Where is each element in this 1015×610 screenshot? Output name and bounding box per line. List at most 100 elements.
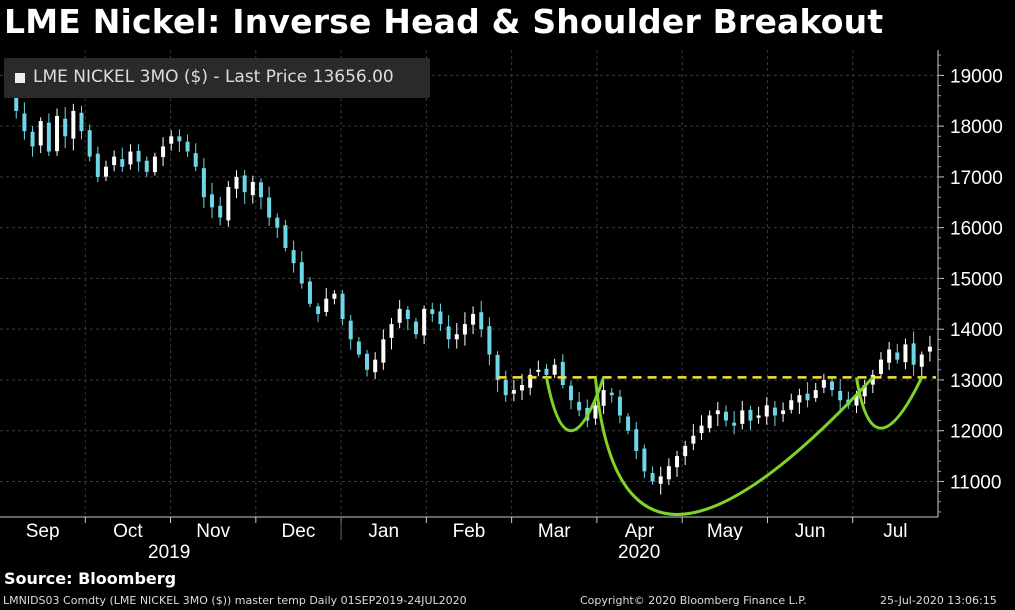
candle-body (324, 298, 329, 312)
candle-body (430, 309, 435, 314)
candle-body (919, 354, 924, 367)
candle-body (675, 456, 680, 468)
candle-body (397, 308, 402, 323)
candle-body (552, 364, 557, 375)
candle-body (161, 146, 166, 158)
candle-body (723, 411, 728, 421)
y-tick-label: 12000 (950, 422, 1003, 443)
candle-body (316, 306, 321, 314)
y-tick-label: 17000 (950, 168, 1003, 189)
candle-body (593, 405, 598, 419)
candle-body (503, 379, 508, 396)
y-tick-label: 14000 (950, 320, 1003, 341)
candle-body (38, 121, 43, 146)
candle-body (120, 159, 125, 167)
candle-body (707, 415, 712, 429)
candle-body (895, 352, 900, 360)
candle-body (356, 341, 361, 355)
x-tick-label: Feb (453, 521, 486, 540)
candle-body (381, 339, 386, 363)
candle-body (805, 393, 810, 401)
x-tick-label: Oct (113, 521, 143, 540)
candle-body (14, 87, 19, 111)
x-tick-label: Jun (795, 521, 826, 540)
candle-body (479, 312, 484, 330)
candle-body (332, 293, 337, 299)
right-shoulder-arc (855, 376, 924, 430)
candle-body (55, 115, 60, 152)
candle-body (642, 448, 647, 472)
candle-body (291, 250, 296, 264)
candle-body (87, 130, 92, 157)
x-tick-label: Dec (282, 521, 316, 540)
candle-body (373, 359, 378, 373)
candle-body (528, 374, 533, 388)
candle-body (413, 321, 418, 335)
y-tick-label: 16000 (950, 219, 1003, 240)
chart-title: LME Nickel: Inverse Head & Shoulder Brea… (4, 2, 884, 41)
x-tick-label: Jul (883, 521, 907, 540)
candle-body (299, 262, 304, 284)
footer-copyright: Copyright© 2020 Bloomberg Finance L.P. (580, 594, 807, 607)
candle-body (838, 391, 843, 401)
candle-body (71, 110, 76, 139)
pattern-overlay (497, 376, 936, 516)
candle-body (577, 401, 582, 411)
footer-ticker: LMNIDS03 Comdty (LME NICKEL 3MO ($)) mas… (3, 594, 467, 607)
candle-body (226, 187, 231, 221)
candle-body (422, 308, 427, 336)
y-tick-label: 13000 (950, 371, 1003, 392)
y-tick-label: 15000 (950, 269, 1003, 290)
candle-body (177, 136, 182, 142)
head-arc (593, 376, 874, 516)
source-note: Source: Bloomberg (4, 569, 177, 588)
candle-body (740, 410, 745, 424)
candle-body (789, 400, 794, 410)
candle-body (103, 166, 108, 177)
candle-body (821, 379, 826, 388)
year-label-2020: 2020 (618, 542, 661, 563)
candle-body (446, 326, 451, 340)
candle-body (911, 343, 916, 365)
candle-body (887, 349, 892, 363)
candle-body (128, 151, 133, 165)
candle-body (854, 395, 859, 406)
candle-body (495, 354, 500, 380)
candle-body (201, 168, 206, 198)
candle-body (870, 374, 875, 385)
candle-body (340, 293, 345, 320)
candle-body (601, 390, 606, 406)
candle-body (46, 122, 51, 152)
candle-body (283, 225, 288, 248)
x-tick-label: Jan (368, 521, 399, 540)
candle-body (365, 353, 370, 370)
candle-body (715, 410, 720, 415)
candle-body (650, 473, 655, 482)
y-tick-label: 18000 (950, 117, 1003, 138)
left-shoulder-arc (545, 376, 606, 432)
x-tick-label: Apr (625, 521, 655, 540)
candle-body (22, 113, 27, 132)
candle-body (348, 320, 353, 340)
candle-body (511, 390, 516, 394)
candle-body (683, 445, 688, 457)
candle-body (699, 425, 704, 434)
candle-body (250, 181, 255, 196)
candle-body (267, 197, 272, 218)
candle-body (307, 281, 312, 304)
candle-body (144, 160, 149, 172)
candle-body (764, 405, 769, 417)
candle-body (454, 334, 459, 340)
candle-body (275, 217, 280, 228)
candle-body (748, 409, 753, 421)
candle-body (169, 136, 174, 144)
legend-label: LME NICKEL 3MO ($) - Last Price 13656.00 (33, 67, 394, 87)
candle-body (756, 415, 761, 418)
candle-body (658, 476, 663, 484)
footer-timestamp: 25-Jul-2020 13:06:15 (880, 594, 997, 607)
year-label-2019: 2019 (148, 542, 191, 563)
candle-body (520, 385, 525, 391)
candle-body (666, 466, 671, 480)
candle-body (471, 313, 476, 325)
